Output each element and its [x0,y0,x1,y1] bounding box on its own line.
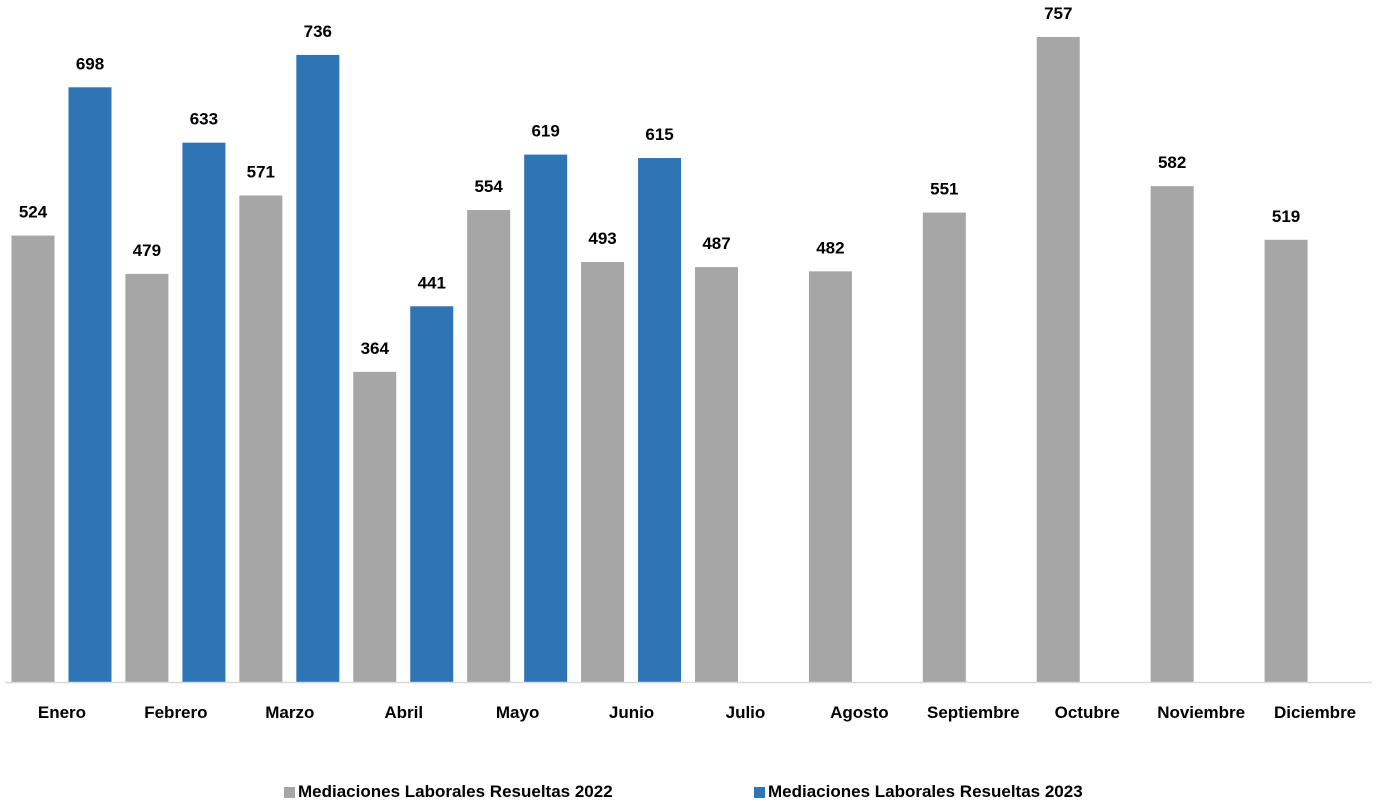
bar-febrero-series-1 [125,273,169,682]
legend-item-2022: Mediaciones Laborales Resueltas 2022 [284,782,613,802]
data-label-abril-series-1: 364 [361,339,390,358]
bar-noviembre-series-1 [1150,186,1194,683]
data-label-noviembre-series-1: 582 [1158,153,1186,172]
category-label-diciembre: Diciembre [1274,703,1356,722]
bar-marzo-series-1 [239,195,283,682]
data-label-abril-series-2: 441 [418,273,446,292]
legend-label-2023: Mediaciones Laborales Resueltas 2023 [768,782,1083,801]
bar-agosto-series-1 [808,271,852,682]
category-label-febrero: Febrero [144,703,207,722]
category-label-noviembre: Noviembre [1157,703,1245,722]
bar-abril-series-1 [353,371,397,682]
bar-enero-series-2 [68,87,112,682]
bars-layer [11,37,1308,683]
category-label-abril: Abril [384,703,423,722]
bar-marzo-series-2 [296,54,340,683]
bar-junio-series-1 [581,261,625,682]
legend-swatch-2023 [754,786,765,798]
data-label-enero-series-2: 698 [76,54,104,73]
bar-chart: 524 698 479 633 571 736 364 441 554 619 493 615 487 4… [5,4,1372,722]
data-label-diciembre-series-1: 519 [1272,207,1300,226]
data-label-mayo-series-1: 554 [474,177,503,196]
bar-diciembre-series-1 [1264,239,1308,682]
bar-enero-series-1 [11,235,55,682]
category-label-octubre: Octubre [1055,703,1120,722]
data-label-marzo-series-1: 571 [247,163,275,182]
data-label-octubre-series-1: 757 [1044,4,1072,23]
category-label-junio: Junio [609,703,654,722]
bar-septiembre-series-1 [922,212,966,682]
bar-mayo-series-1 [467,209,511,682]
data-label-junio-series-2: 615 [645,125,673,144]
data-label-mayo-series-2: 619 [531,122,559,141]
bar-junio-series-2 [638,158,682,682]
bar-mayo-series-2 [524,154,568,682]
legend-item-2023: Mediaciones Laborales Resueltas 2023 [754,782,1083,802]
category-label-julio: Julio [726,703,766,722]
category-labels-layer: Enero Febrero Marzo Abril Mayo Junio Julio Agos… [38,703,1356,722]
category-label-mayo: Mayo [496,703,539,722]
legend-label-2022: Mediaciones Laborales Resueltas 2022 [298,782,613,801]
category-label-agosto: Agosto [830,703,889,722]
category-label-marzo: Marzo [265,703,314,722]
legend-swatch-2022 [284,786,295,798]
data-label-junio-series-1: 493 [588,229,616,248]
data-label-febrero-series-2: 633 [190,110,218,129]
legend: Mediaciones Laborales Resueltas 2022 Med… [0,782,1377,806]
category-label-enero: Enero [38,703,86,722]
bar-febrero-series-2 [182,142,226,682]
bar-abril-series-2 [410,306,454,682]
data-label-agosto-series-1: 482 [816,238,844,257]
data-label-marzo-series-2: 736 [304,22,332,41]
data-label-enero-series-1: 524 [19,203,48,222]
data-labels-layer: 524 698 479 633 571 736 364 441 554 619 493 615 487 4… [19,4,1300,358]
data-label-septiembre-series-1: 551 [930,180,958,199]
bar-julio-series-1 [695,267,738,682]
data-label-febrero-series-1: 479 [133,241,161,260]
bar-octubre-series-1 [1036,37,1080,682]
data-label-julio-series-1: 487 [702,234,730,253]
category-label-septiembre: Septiembre [927,703,1020,722]
